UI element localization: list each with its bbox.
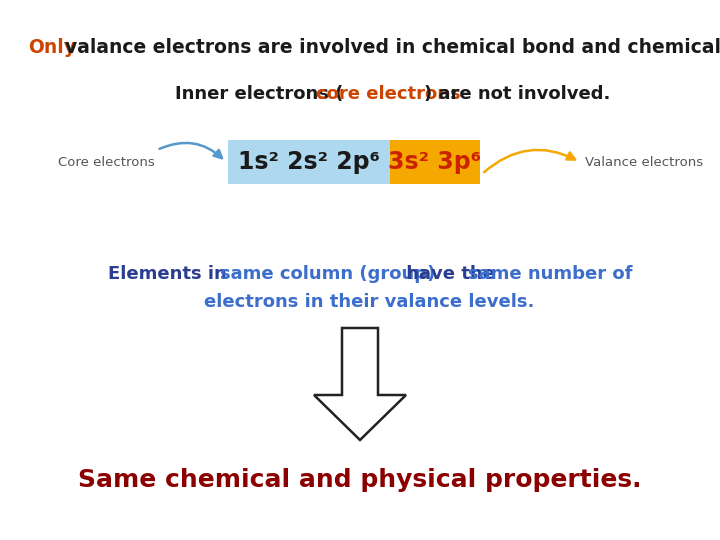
Text: Only: Only	[28, 38, 76, 57]
Text: Elements in: Elements in	[108, 265, 233, 283]
Bar	[228, 140, 390, 184]
Text: Core electrons: Core electrons	[58, 156, 155, 168]
Text: valance electrons are involved in chemical bond and chemical reactions.: valance electrons are involved in chemic…	[65, 38, 720, 57]
Text: Valance electrons: Valance electrons	[585, 156, 703, 168]
Text: Inner electrons (: Inner electrons (	[175, 85, 343, 103]
Bar	[390, 140, 480, 184]
Text: ) are not involved.: ) are not involved.	[424, 85, 611, 103]
Text: core electrons: core electrons	[316, 85, 461, 103]
Text: 3s² 3p⁶: 3s² 3p⁶	[389, 150, 482, 174]
Text: same number of: same number of	[468, 265, 632, 283]
Text: electrons in their valance levels.: electrons in their valance levels.	[204, 293, 534, 311]
Text: same column (group): same column (group)	[220, 265, 436, 283]
Text: have the: have the	[400, 265, 501, 283]
Polygon shape	[314, 328, 406, 440]
Text: Same chemical and physical properties.: Same chemical and physical properties.	[78, 468, 642, 492]
Text: 1s² 2s² 2p⁶: 1s² 2s² 2p⁶	[238, 150, 380, 174]
